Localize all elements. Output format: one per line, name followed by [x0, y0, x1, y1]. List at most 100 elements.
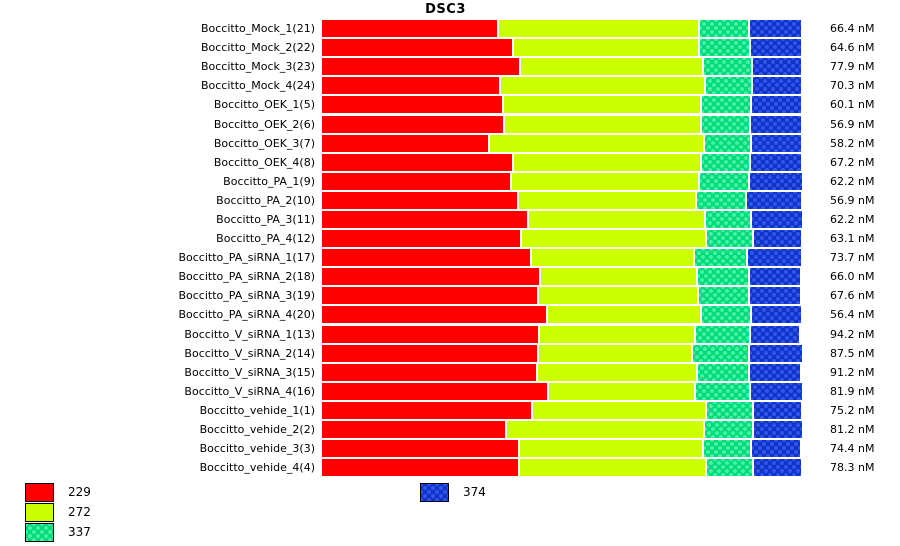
- bar-segment-272: [537, 344, 691, 362]
- bar-segment-272: [499, 77, 704, 95]
- bar-segment-229: [322, 306, 546, 324]
- row-value: 66.4 nM: [830, 22, 875, 36]
- row-label: Boccitto_Mock_1(21): [200, 22, 315, 36]
- bar-segment-229: [322, 249, 530, 267]
- bar-segment-337: [691, 344, 748, 362]
- bar-segment-272: [527, 210, 704, 228]
- bar-segment-337: [693, 249, 746, 267]
- stacked-bar: [322, 96, 802, 114]
- bar-segment-374: [750, 96, 801, 114]
- bar-segment-272: [510, 172, 698, 190]
- bar-segment-337: [700, 115, 749, 133]
- legend-group-left: 229 272 337: [25, 482, 91, 542]
- bar-segment-374: [749, 39, 801, 57]
- chart-row: Boccitto_V_siRNA_1(13) 94.2 nM: [0, 325, 900, 344]
- stacked-bar: [322, 210, 802, 228]
- bar-segment-229: [322, 172, 510, 190]
- stacked-bar: [322, 39, 802, 57]
- bar-segment-337: [702, 440, 750, 458]
- bar-segment-272: [519, 58, 702, 76]
- bar-segment-229: [322, 382, 547, 400]
- chart-row: Boccitto_PA_siRNA_3(19) 67.6 nM: [0, 286, 900, 305]
- row-label: Boccitto_OEK_2(6): [213, 117, 315, 131]
- chart-row: Boccitto_V_siRNA_4(16) 81.9 nM: [0, 382, 900, 401]
- bar-segment-374: [748, 344, 802, 362]
- row-label: Boccitto_OEK_3(7): [213, 136, 315, 150]
- bar-segment-374: [748, 172, 802, 190]
- stacked-bar: [322, 287, 802, 305]
- bar-segment-374: [752, 459, 801, 477]
- bar-segment-337: [705, 230, 752, 248]
- bar-segment-337: [694, 325, 749, 343]
- bar-segment-374: [748, 20, 801, 38]
- bar-segment-374: [746, 249, 801, 267]
- chart-row: Boccitto_V_siRNA_2(14) 87.5 nM: [0, 344, 900, 363]
- bar-segment-374: [752, 401, 801, 419]
- row-label: Boccitto_vehide_1(1): [199, 403, 315, 417]
- bar-segment-229: [322, 230, 520, 248]
- bar-segment-374: [749, 325, 799, 343]
- bar-segment-272: [505, 421, 703, 439]
- row-label: Boccitto_PA_siRNA_2(18): [178, 270, 315, 284]
- row-value: 77.9 nM: [830, 60, 875, 74]
- bar-segment-374: [750, 210, 802, 228]
- chart-row: Boccitto_vehide_3(3) 74.4 nM: [0, 439, 900, 458]
- chart-row: Boccitto_V_siRNA_3(15) 91.2 nM: [0, 363, 900, 382]
- legend-label-229: 229: [68, 485, 91, 499]
- chart-row: Boccitto_OEK_1(5) 60.1 nM: [0, 95, 900, 114]
- bar-segment-374: [750, 306, 801, 324]
- bar-segment-229: [322, 210, 527, 228]
- bar-segment-374: [749, 115, 801, 133]
- bar-segment-272: [502, 96, 700, 114]
- bar-segment-337: [698, 39, 749, 57]
- bar-segment-374: [752, 421, 802, 439]
- bar-segment-229: [322, 20, 497, 38]
- stacked-bar: [322, 363, 802, 381]
- row-value: 87.5 nM: [830, 346, 875, 360]
- bar-segment-374: [748, 268, 800, 286]
- chart-row: Boccitto_Mock_4(24) 70.3 nM: [0, 76, 900, 95]
- chart-row: Boccitto_OEK_4(8) 67.2 nM: [0, 153, 900, 172]
- bar-segment-272: [518, 440, 702, 458]
- row-value: 67.6 nM: [830, 289, 875, 303]
- bar-segment-272: [547, 382, 694, 400]
- row-label: Boccitto_PA_siRNA_4(20): [178, 308, 315, 322]
- bar-segment-337: [704, 210, 750, 228]
- row-label: Boccitto_vehide_3(3): [199, 442, 315, 456]
- bar-segment-272: [530, 249, 693, 267]
- bar-segment-272: [537, 287, 697, 305]
- bar-segment-374: [752, 230, 801, 248]
- row-value: 56.9 nM: [830, 193, 875, 207]
- bar-segment-229: [322, 401, 531, 419]
- row-label: Boccitto_PA_3(11): [216, 212, 315, 226]
- row-label: Boccitto_vehide_2(2): [199, 423, 315, 437]
- legend-item-229: 229: [25, 482, 91, 502]
- row-value: 70.3 nM: [830, 79, 875, 93]
- chart-row: Boccitto_PA_2(10) 56.9 nM: [0, 191, 900, 210]
- chart-title: DSC3: [425, 2, 466, 17]
- row-label: Boccitto_Mock_2(22): [200, 41, 315, 55]
- bar-segment-229: [322, 77, 499, 95]
- bar-segment-374: [750, 440, 800, 458]
- stacked-bar: [322, 153, 802, 171]
- bar-segment-229: [322, 191, 517, 209]
- row-value: 60.1 nM: [830, 98, 875, 112]
- legend-item-374: 374: [420, 482, 486, 502]
- stacked-bar: [322, 325, 802, 343]
- bar-segment-229: [322, 115, 503, 133]
- legend-swatch-229: [25, 482, 54, 502]
- bar-segment-374: [751, 77, 801, 95]
- chart-row: Boccitto_Mock_2(22) 64.6 nM: [0, 38, 900, 57]
- row-label: Boccitto_V_siRNA_1(13): [184, 327, 315, 341]
- bar-segment-272: [531, 401, 705, 419]
- row-value: 62.2 nM: [830, 212, 875, 226]
- chart-row: Boccitto_PA_siRNA_2(18) 66.0 nM: [0, 267, 900, 286]
- chart-row: Boccitto_OEK_3(7) 58.2 nM: [0, 134, 900, 153]
- bar-segment-337: [695, 191, 745, 209]
- row-value: 73.7 nM: [830, 251, 875, 265]
- stacked-bar: [322, 249, 802, 267]
- bar-segment-337: [700, 96, 750, 114]
- legend-swatch-374: [420, 482, 449, 502]
- bar-segment-337: [704, 77, 751, 95]
- bar-segment-272: [520, 230, 705, 248]
